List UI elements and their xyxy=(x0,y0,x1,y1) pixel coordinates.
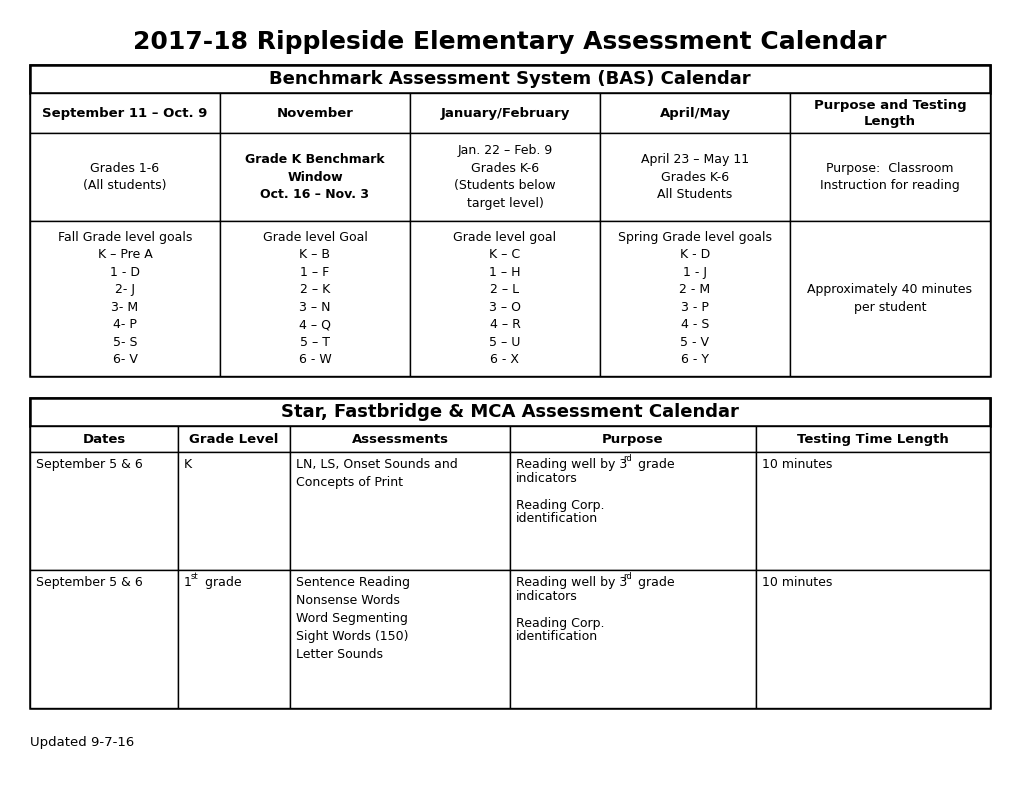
Text: st: st xyxy=(191,572,199,581)
Text: Sentence Reading
Nonsense Words
Word Segmenting
Sight Words (150)
Letter Sounds: Sentence Reading Nonsense Words Word Seg… xyxy=(296,576,410,661)
Bar xyxy=(599,221,790,376)
Text: Fall Grade level goals
K – Pre A
1 - D
2- J
3- M
4- P
5- S
6- V: Fall Grade level goals K – Pre A 1 - D 2… xyxy=(58,231,192,366)
Text: identification: identification xyxy=(516,512,597,525)
Bar xyxy=(178,570,289,708)
Bar xyxy=(790,221,989,376)
Text: indicators: indicators xyxy=(516,589,577,603)
Text: Purpose and Testing
Length: Purpose and Testing Length xyxy=(813,98,965,128)
Bar xyxy=(30,65,989,376)
Text: Assessments: Assessments xyxy=(352,433,448,445)
Bar xyxy=(30,452,178,570)
Text: 10 minutes: 10 minutes xyxy=(761,576,832,589)
Bar xyxy=(755,426,989,452)
Text: Benchmark Assessment System (BAS) Calendar: Benchmark Assessment System (BAS) Calend… xyxy=(269,70,750,88)
Bar xyxy=(510,570,755,708)
Bar xyxy=(410,93,599,133)
Bar xyxy=(289,426,510,452)
Bar xyxy=(289,452,510,570)
Text: indicators: indicators xyxy=(516,471,577,485)
Bar xyxy=(790,133,989,221)
Text: April/May: April/May xyxy=(659,106,730,120)
Bar xyxy=(30,426,178,452)
Text: 10 minutes: 10 minutes xyxy=(761,458,832,471)
Text: Reading well by 3: Reading well by 3 xyxy=(516,576,627,589)
Bar xyxy=(30,93,220,133)
Text: Grade K Benchmark
Window
Oct. 16 – Nov. 3: Grade K Benchmark Window Oct. 16 – Nov. … xyxy=(245,153,384,201)
Bar xyxy=(30,570,178,708)
Text: Grade level Goal
K – B
1 – F
2 – K
3 – N
4 – Q
5 – T
6 - W: Grade level Goal K – B 1 – F 2 – K 3 – N… xyxy=(262,231,367,366)
Text: Approximately 40 minutes
per student: Approximately 40 minutes per student xyxy=(807,283,971,314)
Bar xyxy=(178,426,289,452)
Text: grade: grade xyxy=(634,458,674,471)
Text: grade: grade xyxy=(201,576,242,589)
Text: January/February: January/February xyxy=(440,106,570,120)
Text: September 5 & 6: September 5 & 6 xyxy=(36,458,143,471)
Bar xyxy=(289,570,510,708)
Bar xyxy=(599,93,790,133)
Bar xyxy=(220,93,410,133)
Text: rd: rd xyxy=(623,454,631,463)
Text: Reading well by 3: Reading well by 3 xyxy=(516,458,627,471)
Text: September 11 – Oct. 9: September 11 – Oct. 9 xyxy=(42,106,208,120)
Text: 2017-18 Rippleside Elementary Assessment Calendar: 2017-18 Rippleside Elementary Assessment… xyxy=(133,30,886,54)
Text: Updated 9-7-16: Updated 9-7-16 xyxy=(30,736,135,749)
Text: November: November xyxy=(276,106,354,120)
Text: Purpose: Purpose xyxy=(601,433,663,445)
Bar xyxy=(220,133,410,221)
Bar xyxy=(220,221,410,376)
Bar xyxy=(30,398,989,426)
Bar xyxy=(30,65,989,93)
Text: 1: 1 xyxy=(183,576,192,589)
Text: Star, Fastbridge & MCA Assessment Calendar: Star, Fastbridge & MCA Assessment Calend… xyxy=(281,403,738,421)
Bar xyxy=(790,93,989,133)
Text: Reading Corp.: Reading Corp. xyxy=(516,616,604,630)
Text: Dates: Dates xyxy=(83,433,125,445)
Bar xyxy=(30,133,220,221)
Text: Grade level goal
K – C
1 – H
2 – L
3 – O
4 – R
5 – U
6 - X: Grade level goal K – C 1 – H 2 – L 3 – O… xyxy=(453,231,556,366)
Bar xyxy=(755,452,989,570)
Text: Grades 1-6
(All students): Grades 1-6 (All students) xyxy=(84,162,166,192)
Bar xyxy=(178,452,289,570)
Text: Reading Corp.: Reading Corp. xyxy=(516,499,604,511)
Bar xyxy=(30,221,220,376)
Bar xyxy=(30,398,989,708)
Text: grade: grade xyxy=(634,576,674,589)
Bar xyxy=(410,133,599,221)
Text: rd: rd xyxy=(623,572,631,581)
Bar xyxy=(755,570,989,708)
Bar xyxy=(410,221,599,376)
Text: LN, LS, Onset Sounds and
Concepts of Print: LN, LS, Onset Sounds and Concepts of Pri… xyxy=(296,458,458,489)
Bar xyxy=(599,133,790,221)
Text: Spring Grade level goals
K - D
1 - J
2 - M
3 - P
4 - S
5 - V
6 - Y: Spring Grade level goals K - D 1 - J 2 -… xyxy=(618,231,771,366)
Text: identification: identification xyxy=(516,630,597,643)
Text: Jan. 22 – Feb. 9
Grades K-6
(Students below
target level): Jan. 22 – Feb. 9 Grades K-6 (Students be… xyxy=(453,144,555,210)
Text: Purpose:  Classroom
Instruction for reading: Purpose: Classroom Instruction for readi… xyxy=(819,162,959,192)
Bar xyxy=(510,452,755,570)
Text: Testing Time Length: Testing Time Length xyxy=(796,433,948,445)
Bar xyxy=(510,426,755,452)
Text: K: K xyxy=(183,458,192,471)
Text: September 5 & 6: September 5 & 6 xyxy=(36,576,143,589)
Text: Grade Level: Grade Level xyxy=(190,433,278,445)
Text: April 23 – May 11
Grades K-6
All Students: April 23 – May 11 Grades K-6 All Student… xyxy=(640,153,748,201)
